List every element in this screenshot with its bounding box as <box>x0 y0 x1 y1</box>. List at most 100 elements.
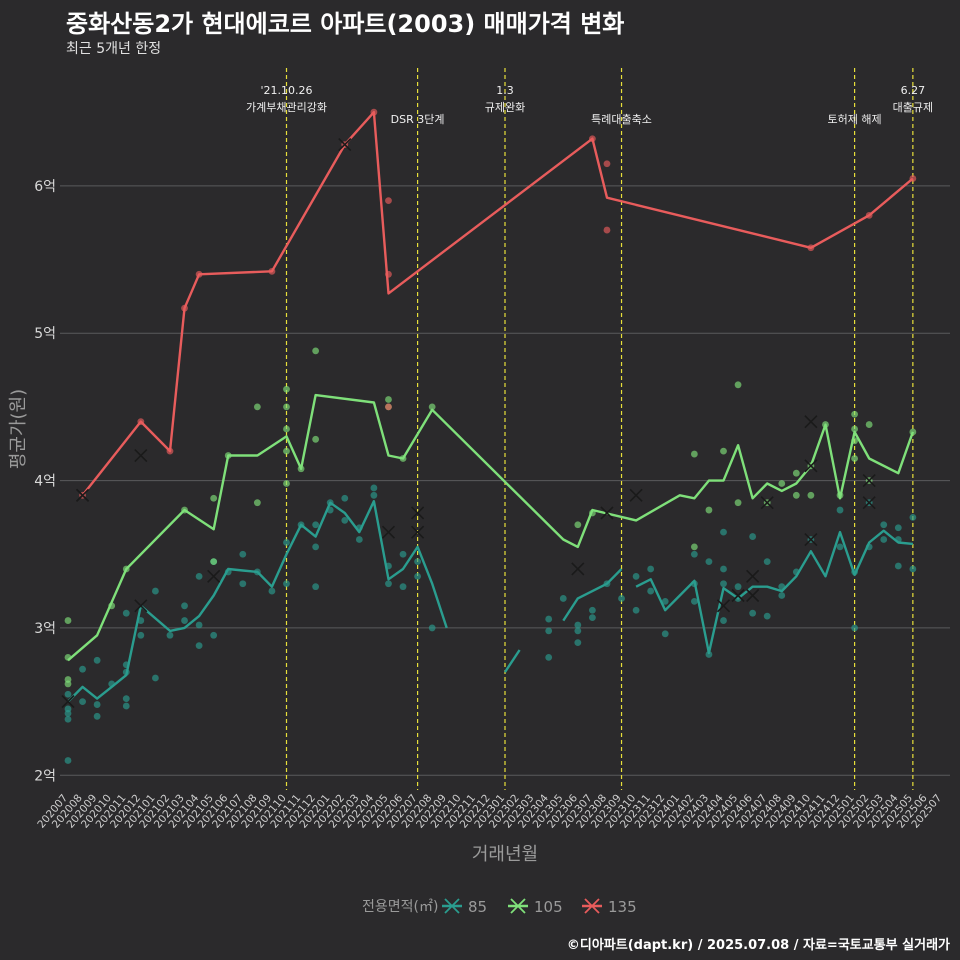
data-point-105 <box>283 385 290 393</box>
x-axis-title: 거래년월 <box>472 844 538 865</box>
data-point-85 <box>589 614 596 622</box>
data-point-105 <box>64 617 72 624</box>
data-point-85 <box>181 617 188 624</box>
event-label: 6.27 <box>901 84 926 97</box>
data-point-85 <box>64 757 72 764</box>
data-point-105 <box>253 403 261 411</box>
series-line-85 <box>635 529 914 655</box>
data-point-105 <box>690 450 698 458</box>
data-point-105 <box>210 558 218 566</box>
data-point-85 <box>545 627 553 635</box>
data-point-85 <box>836 543 844 551</box>
data-point-85 <box>778 592 786 599</box>
data-point-85 <box>268 587 276 595</box>
data-point-85 <box>370 484 378 492</box>
transaction-points <box>64 108 917 764</box>
average-lines <box>61 111 915 709</box>
event-label: 대출규제 <box>893 101 933 114</box>
axes: 2억3억4억5억6억202007202008202009202010202011… <box>8 179 944 865</box>
cancelled-marker-85 <box>381 525 396 539</box>
data-point-105 <box>734 499 742 507</box>
event-label: DSR 3단계 <box>391 113 445 126</box>
data-point-135 <box>603 160 611 168</box>
data-point-85 <box>880 536 888 543</box>
data-point-85 <box>399 550 407 558</box>
data-point-85 <box>851 624 858 632</box>
data-point-85 <box>79 665 86 673</box>
cancelled-marker-105 <box>862 474 876 488</box>
data-point-105 <box>428 403 436 411</box>
data-point-85 <box>705 651 713 658</box>
data-point-85 <box>763 612 771 620</box>
data-point-85 <box>880 521 888 529</box>
data-point-105 <box>792 469 800 477</box>
data-point-85 <box>690 550 698 558</box>
data-point-85 <box>894 524 902 532</box>
data-point-85 <box>239 580 247 588</box>
data-point-85 <box>181 602 188 610</box>
y-tick-label: 3억 <box>34 621 56 637</box>
cancelled-marker-105 <box>629 488 643 502</box>
cancelled-marker-105 <box>760 496 774 510</box>
data-point-85 <box>341 494 349 502</box>
data-point-85 <box>283 539 290 546</box>
data-point-85 <box>283 580 290 588</box>
data-point-105 <box>64 676 72 683</box>
data-point-85 <box>720 528 727 536</box>
legend-marker-85 <box>444 898 460 914</box>
data-point-105 <box>705 506 713 514</box>
event-label: 토허제 해제 <box>828 112 882 126</box>
cancelled-marker-85 <box>61 695 75 709</box>
data-point-85 <box>559 595 567 602</box>
data-point-105 <box>792 491 800 499</box>
data-point-85 <box>122 695 130 703</box>
data-point-85 <box>64 690 72 698</box>
data-point-85 <box>909 514 917 521</box>
data-point-85 <box>399 583 407 591</box>
legend-label-135: 135 <box>608 898 637 916</box>
data-point-85 <box>385 580 392 588</box>
data-point-85 <box>720 565 727 573</box>
data-point-85 <box>647 587 655 595</box>
data-point-105 <box>283 447 290 455</box>
data-point-85 <box>122 702 130 710</box>
y-tick-label: 5억 <box>34 326 56 342</box>
data-point-85 <box>589 606 596 614</box>
data-point-105 <box>720 447 727 455</box>
data-point-85 <box>545 653 553 661</box>
data-point-135 <box>603 226 611 234</box>
series-line-85 <box>503 649 521 673</box>
data-point-135 <box>385 197 392 205</box>
data-point-105 <box>807 491 815 499</box>
cancelled-marker-105 <box>571 562 585 576</box>
y-axis-title: 평균가(원) <box>8 389 29 469</box>
data-point-85 <box>355 536 363 543</box>
data-point-85 <box>705 558 713 566</box>
data-point-85 <box>836 506 844 514</box>
data-point-85 <box>414 558 421 566</box>
source-caption: ©디아파트(dapt.kr) / 2025.07.08 / 자료=국토교통부 실… <box>566 938 950 953</box>
cancelled-marker-85 <box>804 532 818 547</box>
data-point-85 <box>93 701 101 708</box>
data-point-85 <box>166 631 174 639</box>
data-point-85 <box>545 615 553 623</box>
data-point-85 <box>312 583 320 591</box>
data-point-85 <box>720 580 727 588</box>
y-tick-label: 4억 <box>34 474 56 490</box>
data-point-85 <box>239 550 247 558</box>
data-point-85 <box>79 698 86 705</box>
data-point-85 <box>64 715 72 723</box>
data-point-105 <box>778 480 786 487</box>
data-point-85 <box>64 705 72 713</box>
y-tick-label: 2억 <box>34 768 56 784</box>
legend-marker-105 <box>510 898 526 914</box>
data-point-85 <box>632 572 640 580</box>
data-point-105 <box>574 521 582 529</box>
data-point-85 <box>894 562 902 570</box>
data-point-105 <box>851 455 858 462</box>
data-point-85 <box>749 533 757 540</box>
data-point-105 <box>385 396 392 403</box>
series-line-105 <box>67 393 915 662</box>
chart-title: 중화산동2가 현대에코르 아파트(2003) 매매가격 변화 <box>66 10 625 38</box>
